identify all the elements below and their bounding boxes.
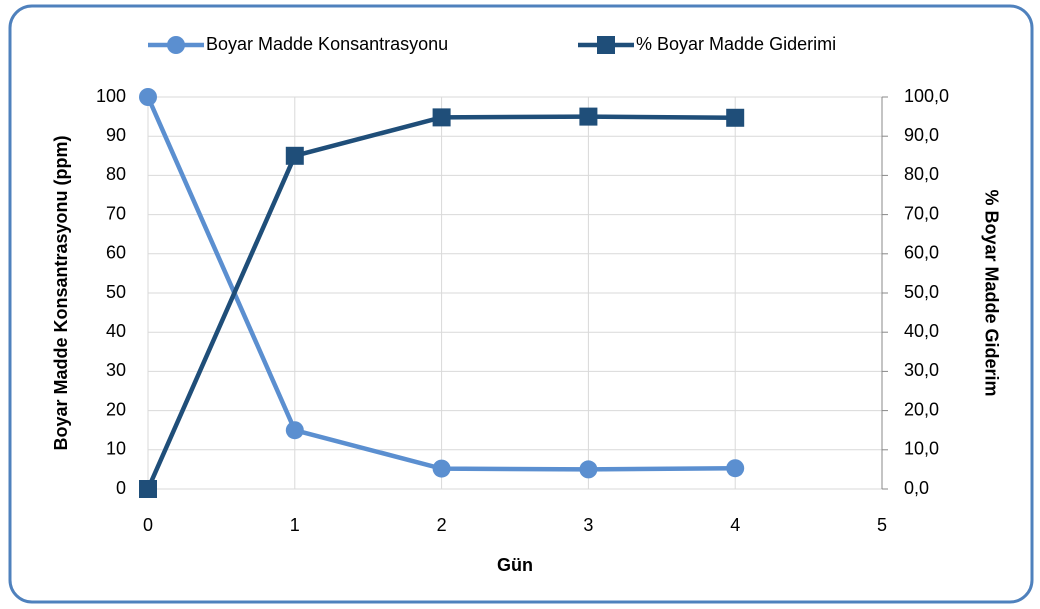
marker: [139, 88, 157, 106]
y2-tick-label: 90,0: [904, 125, 939, 145]
marker: [139, 480, 157, 498]
y2-tick-label: 30,0: [904, 360, 939, 380]
y-tick-label: 20: [106, 399, 126, 419]
x-axis-label: Gün: [497, 555, 533, 575]
y-axis-label: Boyar Madde Konsantrasyonu (ppm): [51, 135, 71, 450]
y-tick-label: 60: [106, 243, 126, 263]
marker: [726, 459, 745, 478]
y-tick-label: 10: [106, 439, 126, 459]
y-tick-label: 0: [116, 478, 126, 498]
x-tick-label: 5: [877, 515, 887, 535]
y2-tick-label: 20,0: [904, 399, 939, 419]
y-tick-label: 50: [106, 282, 126, 302]
y-tick-label: 30: [106, 360, 126, 380]
y2-tick-label: 100,0: [904, 86, 949, 106]
marker: [726, 108, 745, 127]
legend-marker: [167, 36, 185, 54]
y2-tick-label: 80,0: [904, 164, 939, 184]
y2-tick-label: 60,0: [904, 243, 939, 263]
y2-axis-label: % Boyar Madde Giderim: [981, 189, 1001, 396]
x-tick-label: 1: [290, 515, 300, 535]
y2-tick-label: 10,0: [904, 439, 939, 459]
x-tick-label: 3: [583, 515, 593, 535]
legend-label: Boyar Madde Konsantrasyonu: [206, 34, 448, 54]
y-tick-label: 100: [96, 86, 126, 106]
y2-tick-label: 0,0: [904, 478, 929, 498]
x-tick-label: 0: [143, 515, 153, 535]
y2-tick-label: 50,0: [904, 282, 939, 302]
marker: [432, 459, 451, 478]
y-tick-label: 90: [106, 125, 126, 145]
marker: [579, 460, 598, 479]
marker: [579, 107, 598, 126]
x-tick-label: 2: [437, 515, 447, 535]
y-tick-label: 40: [106, 321, 126, 341]
marker: [285, 146, 304, 165]
marker: [285, 421, 304, 440]
chart-border: [8, 4, 1034, 604]
x-tick-label: 4: [730, 515, 740, 535]
y-tick-label: 70: [106, 203, 126, 223]
legend-label: % Boyar Madde Giderimi: [636, 34, 836, 54]
y2-tick-label: 70,0: [904, 203, 939, 223]
legend-marker: [597, 36, 615, 54]
marker: [432, 108, 451, 127]
y-tick-label: 80: [106, 164, 126, 184]
y2-tick-label: 40,0: [904, 321, 939, 341]
